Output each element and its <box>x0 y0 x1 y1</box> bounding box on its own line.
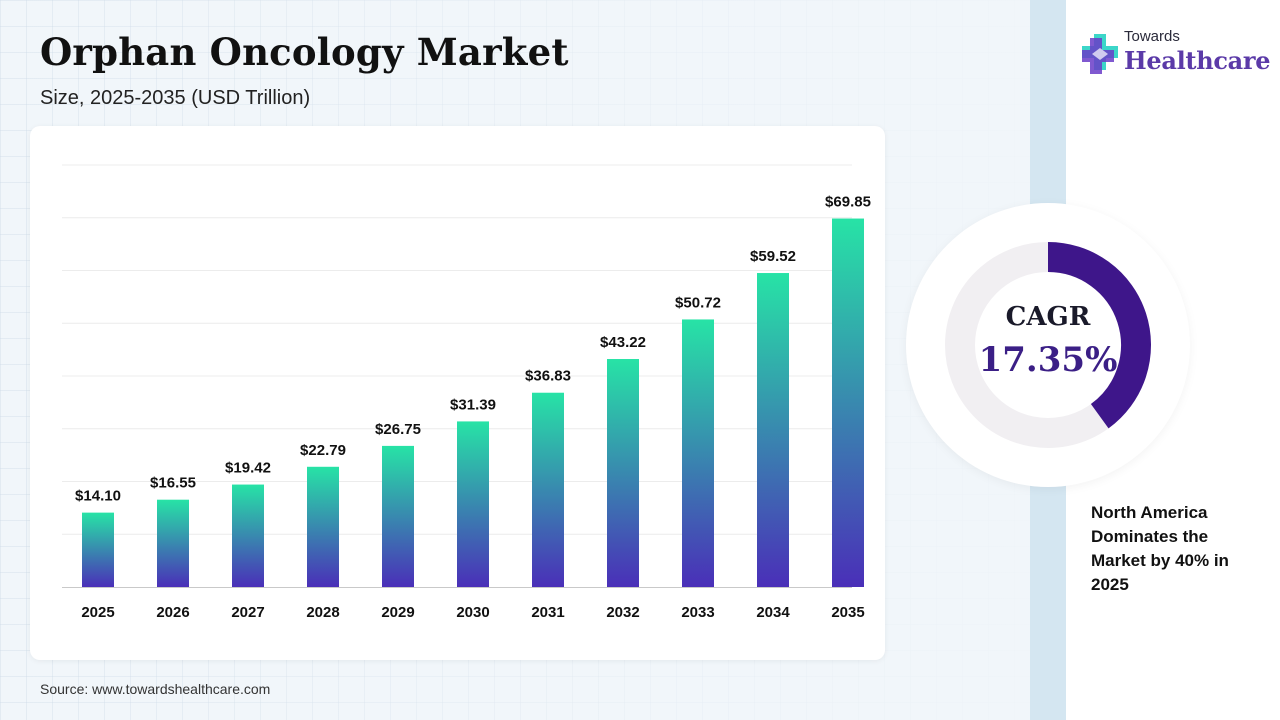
x-tick-label: 2027 <box>231 604 264 621</box>
cagr-value: 17.35% <box>978 340 1118 380</box>
bar-2029 <box>382 445 414 587</box>
value-label: $36.83 <box>525 368 571 385</box>
bar-2026 <box>157 499 189 587</box>
bar-2034 <box>757 273 789 587</box>
source-note: Source: www.towardshealthcare.com <box>40 681 271 697</box>
towards-healthcare-logo: Towards Healthcare <box>1080 28 1271 78</box>
value-label: $69.85 <box>825 194 871 211</box>
logo-text-big: Healthcare <box>1124 46 1271 75</box>
value-label: $31.39 <box>450 396 496 413</box>
cagr-label: CAGR <box>1005 302 1091 332</box>
bar-2031 <box>532 392 564 587</box>
value-label: $50.72 <box>675 294 721 311</box>
bar-chart: $14.10 $16.55 $19.42 $22.79 $26.75 $31.39 $36.… <box>62 164 871 621</box>
bar-2028 <box>307 466 339 587</box>
value-labels: $14.10 $16.55 $19.42 $22.79 $26.75 $31.39 $36.… <box>75 194 871 505</box>
x-tick-label: 2029 <box>381 604 414 621</box>
cagr-donut: CAGR 17.35% <box>906 203 1190 487</box>
bar-2027 <box>232 484 264 587</box>
chart-subtitle: Size, 2025-2035 (USD Trillion) <box>40 87 311 109</box>
chart-card: $14.10 $16.55 $19.42 $22.79 $26.75 $31.39 $36.… <box>30 126 885 660</box>
donut-arc <box>1047 242 1151 429</box>
x-tick-label: 2030 <box>456 604 489 621</box>
x-tick-label: 2028 <box>306 604 339 621</box>
bars <box>82 218 864 587</box>
bar-2030 <box>457 421 489 587</box>
x-tick-label: 2026 <box>156 604 189 621</box>
logo-text-small: Towards <box>1124 28 1180 45</box>
x-tick-label: 2031 <box>531 604 564 621</box>
value-label: $14.10 <box>75 488 121 505</box>
x-tick-label: 2025 <box>81 604 114 621</box>
region-note: North America Dominates the Market by 40… <box>1091 503 1229 594</box>
bar-2025 <box>82 512 114 587</box>
value-label: $59.52 <box>750 248 796 265</box>
value-label: $26.75 <box>375 421 421 438</box>
value-label: $16.55 <box>150 475 196 492</box>
value-label: $43.22 <box>600 334 646 351</box>
gridlines <box>62 164 852 535</box>
x-tick-label: 2032 <box>606 604 639 621</box>
medical-cross-icon <box>1082 34 1118 74</box>
x-tick-labels: 2025 2026 2027 2028 2029 2030 2031 2032 2033 2034… <box>81 604 864 621</box>
x-tick-label: 2035 <box>831 604 864 621</box>
x-tick-label: 2033 <box>681 604 714 621</box>
x-tick-label: 2034 <box>756 604 790 621</box>
value-label: $22.79 <box>300 442 346 459</box>
value-label: $19.42 <box>225 460 271 477</box>
chart-title: Orphan Oncology Market <box>40 30 569 74</box>
bar-2032 <box>607 359 639 587</box>
bar-2033 <box>682 319 714 587</box>
bar-2035 <box>832 218 864 587</box>
donut-ring <box>945 242 1151 448</box>
